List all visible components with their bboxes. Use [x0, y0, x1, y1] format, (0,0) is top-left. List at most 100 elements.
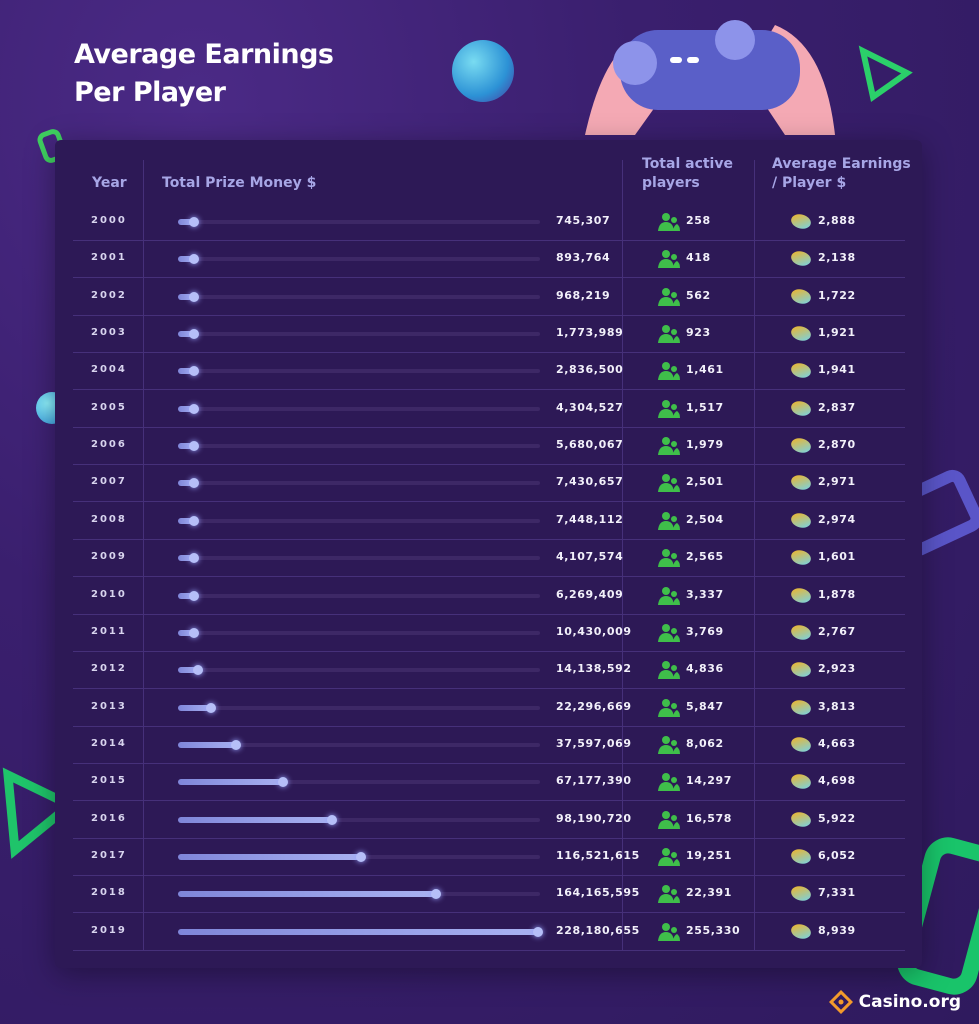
coin-icon: [791, 513, 811, 528]
table-row: 2013 22,296,669 5,847 3,813: [73, 689, 905, 727]
casino-logo: Casino.org: [828, 990, 961, 1014]
players-value: 258: [686, 214, 711, 227]
coin-icon: [791, 886, 811, 902]
year-label: 2014: [91, 737, 127, 749]
prize-bar: [178, 704, 214, 711]
avg-earnings-value: 2,974: [818, 512, 856, 526]
year-label: 2007: [91, 476, 127, 488]
prize-bar: [178, 816, 334, 823]
prize-value: 164,165,595: [556, 886, 640, 900]
prize-bar: [178, 741, 238, 748]
header-prize: Total Prize Money $: [162, 175, 317, 191]
bar-track: [178, 668, 540, 673]
coin-icon: [791, 699, 811, 715]
prize-bar: [178, 480, 196, 487]
table-row: 2019 228,180,655 255,330 8,939: [73, 913, 905, 951]
coin-icon: [791, 401, 811, 416]
coin-icon: [791, 475, 811, 491]
table-row: 2018 164,165,595 22,391 7,331: [73, 875, 905, 914]
players-value: 22,391: [686, 886, 733, 900]
table-row: 2000 745,307 258 2,888: [73, 203, 905, 241]
header-avg-line-1: Average Earnings: [772, 156, 911, 172]
avg-earnings-value: 3,813: [818, 699, 856, 713]
players-value: 3,337: [686, 587, 724, 601]
prize-bar: [178, 928, 540, 935]
prize-bar: [178, 368, 196, 375]
header-avg-line-2: / Player $: [772, 175, 847, 191]
prize-value: 7,430,657: [556, 475, 624, 489]
prize-value: 745,307: [556, 214, 611, 227]
bar-track: [178, 481, 540, 486]
table-row: 2003 1,773,989 923 1,921: [73, 315, 905, 354]
prize-bar: [178, 853, 363, 860]
year-label: 2006: [91, 439, 127, 451]
prize-bar: [178, 219, 196, 225]
table-row: 2009 4,107,574 2,565 1,601: [73, 539, 905, 578]
prize-value: 228,180,655: [556, 923, 640, 937]
bar-end-dot: [189, 441, 199, 452]
bar-track: [178, 294, 540, 299]
avg-earnings-value: 2,971: [818, 475, 856, 489]
year-label: 2018: [91, 887, 127, 899]
bar-end-dot: [355, 851, 366, 862]
year-label: 2003: [91, 327, 127, 339]
casino-logo-icon: [828, 990, 853, 1014]
avg-earnings-value: 1,878: [818, 587, 856, 601]
coin-icon: [791, 214, 811, 229]
year-label: 2016: [91, 812, 127, 824]
table-row: 2012 14,138,592 4,836 2,923: [73, 651, 905, 690]
avg-earnings-value: 2,870: [818, 438, 856, 452]
column-divider: [622, 160, 623, 950]
players-value: 418: [686, 251, 711, 265]
title-line-1: Average Earnings: [74, 39, 334, 70]
users-icon: [658, 810, 680, 829]
bar-end-dot: [189, 515, 199, 526]
users-icon: [658, 437, 680, 456]
bar-end-dot: [230, 739, 241, 750]
year-label: 2019: [91, 924, 127, 936]
users-icon: [658, 623, 680, 642]
bar-end-dot: [189, 217, 199, 227]
header-players-line-1: Total active: [642, 156, 733, 172]
prize-bar: [178, 331, 196, 338]
table-row: 2015 67,177,390 14,297 4,698: [73, 763, 905, 802]
players-value: 923: [686, 326, 711, 340]
table-row: 2005 4,304,527 1,517 2,837: [73, 390, 905, 428]
users-icon: [658, 250, 680, 269]
users-icon: [658, 922, 680, 941]
players-value: 14,297: [686, 774, 733, 788]
header-players: Total active players: [642, 155, 733, 193]
prize-value: 968,219: [556, 288, 611, 302]
coin-icon: [791, 438, 811, 453]
users-icon: [658, 399, 680, 418]
players-value: 16,578: [686, 811, 733, 825]
avg-earnings-value: 2,138: [818, 251, 856, 265]
players-value: 255,330: [686, 923, 741, 937]
users-icon: [658, 735, 680, 754]
prize-value: 6,269,409: [556, 587, 624, 601]
users-icon: [658, 885, 680, 904]
column-divider: [754, 160, 755, 950]
prize-value: 5,680,067: [556, 438, 624, 452]
users-icon: [658, 586, 680, 605]
users-icon: [658, 474, 680, 493]
prize-bar: [178, 555, 196, 562]
coin-icon: [791, 811, 811, 827]
players-value: 1,979: [686, 438, 724, 452]
avg-earnings-value: 5,922: [818, 811, 856, 825]
bar-end-dot: [193, 665, 204, 676]
header-year: Year: [92, 175, 127, 191]
prize-value: 67,177,390: [556, 774, 632, 788]
year-label: 2017: [91, 849, 127, 861]
avg-earnings-value: 4,698: [818, 774, 856, 788]
avg-earnings-value: 1,722: [818, 288, 856, 302]
prize-value: 116,521,615: [556, 848, 640, 862]
gamepad-illustration: [585, 20, 835, 135]
users-icon: [658, 213, 680, 231]
bar-end-dot: [189, 291, 199, 302]
prize-bar: [178, 405, 196, 412]
decor-triangle: [858, 45, 913, 103]
year-label: 2000: [91, 215, 127, 226]
earnings-table: Year Total Prize Money $ Total active pl…: [55, 140, 922, 968]
bar-end-dot: [206, 702, 217, 713]
